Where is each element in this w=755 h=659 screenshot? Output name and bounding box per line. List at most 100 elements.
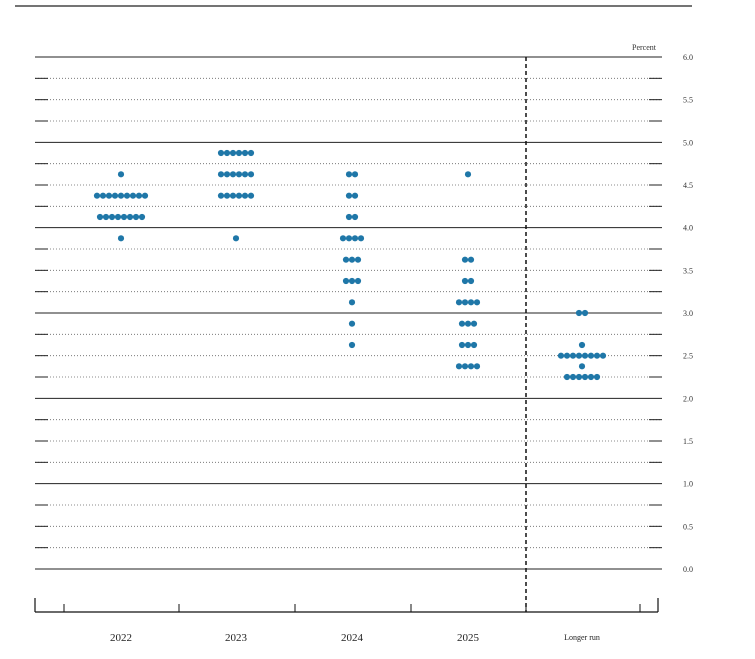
participant-dot — [132, 213, 140, 221]
dots-layer — [93, 149, 607, 381]
participant-dot — [354, 256, 362, 263]
x-axis — [34, 598, 659, 613]
participant-dot — [348, 341, 356, 349]
participant-dot — [217, 192, 225, 199]
participant-dot — [126, 213, 134, 221]
x-category-label: 2025 — [457, 632, 480, 644]
participant-dot — [581, 352, 589, 359]
participant-dot — [135, 192, 143, 199]
participant-dot — [117, 171, 125, 178]
y-tick-label: 0.0 — [683, 565, 693, 574]
participant-dot — [102, 213, 110, 221]
participant-dot — [458, 320, 466, 327]
participant-dot — [458, 341, 466, 349]
participant-dot — [461, 277, 469, 285]
participant-dot — [351, 192, 359, 199]
participant-dot — [111, 192, 119, 199]
gridlines — [35, 56, 662, 570]
participant-dot — [235, 192, 243, 199]
participant-dot — [345, 171, 353, 178]
participant-dot — [235, 149, 243, 157]
participant-dot — [464, 341, 472, 349]
participant-dot — [108, 213, 116, 221]
y-tick-label: 2.0 — [683, 394, 693, 403]
participant-dot — [461, 363, 469, 370]
participant-dot — [351, 171, 359, 178]
x-category-label: 2023 — [225, 632, 248, 644]
participant-dot — [575, 309, 583, 317]
y-tick-label: 5.0 — [683, 138, 693, 147]
participant-dot — [247, 149, 255, 157]
participant-dot — [563, 373, 571, 381]
participant-dot — [461, 299, 469, 306]
participant-dot — [575, 352, 583, 359]
participant-dot — [123, 192, 131, 199]
participant-dot — [241, 149, 249, 157]
participant-dot — [342, 277, 350, 285]
participant-dot — [581, 373, 589, 381]
participant-dot — [247, 171, 255, 178]
participant-dot — [223, 149, 231, 157]
y-tick-label: 4.5 — [683, 181, 693, 190]
participant-dot — [461, 256, 469, 263]
x-category-label: 2022 — [110, 632, 132, 644]
y-tick-label: 1.5 — [683, 437, 693, 446]
participant-dot — [229, 171, 237, 178]
participant-dot — [223, 192, 231, 199]
y-tick-label: 1.0 — [683, 480, 693, 489]
participant-dot — [578, 341, 586, 349]
participant-dot — [93, 192, 101, 199]
participant-dot — [473, 299, 481, 306]
participant-dot — [117, 192, 125, 199]
participant-dot — [354, 277, 362, 285]
participant-dot — [117, 235, 125, 242]
y-tick-label: 4.0 — [683, 224, 693, 233]
participant-dot — [563, 352, 571, 359]
participant-dot — [593, 373, 601, 381]
participant-dot — [455, 363, 463, 370]
participant-dot — [120, 213, 128, 221]
participant-dot — [229, 149, 237, 157]
participant-dot — [351, 213, 359, 221]
participant-dot — [467, 277, 475, 285]
participant-dot — [587, 373, 595, 381]
participant-dot — [235, 171, 243, 178]
participant-dot — [229, 192, 237, 199]
participant-dot — [351, 235, 359, 242]
participant-dot — [599, 352, 607, 359]
participant-dot — [114, 213, 122, 221]
participant-dot — [348, 277, 356, 285]
y-tick-label: 5.5 — [683, 96, 693, 105]
participant-dot — [455, 299, 463, 306]
participant-dot — [470, 341, 478, 349]
participant-dot — [464, 320, 472, 327]
x-category-label: 2024 — [341, 632, 364, 644]
x-axis-labels: 2022 2023 2024 2025 Longer run — [110, 632, 600, 644]
participant-dot — [345, 213, 353, 221]
participant-dot — [339, 235, 347, 242]
participant-dot — [129, 192, 137, 199]
y-tick-label: 3.0 — [683, 309, 693, 318]
participant-dot — [241, 171, 249, 178]
y-tick-label: 3.5 — [683, 266, 693, 275]
x-category-label: Longer run — [564, 633, 600, 642]
participant-dot — [587, 352, 595, 359]
participant-dot — [141, 192, 149, 199]
participant-dot — [357, 235, 365, 242]
participant-dot — [223, 171, 231, 178]
participant-dot — [232, 235, 240, 242]
participant-dot — [138, 213, 146, 221]
participant-dot — [569, 352, 577, 359]
participant-dot — [345, 192, 353, 199]
participant-dot — [464, 171, 472, 178]
participant-dot — [557, 352, 565, 359]
y-axis-labels: 0.0 0.5 1.0 1.5 2.0 2.5 3.0 3.5 4.0 4.5 5.0 5.5 6.0 — [683, 53, 693, 574]
y-unit-label: Percent — [632, 43, 657, 52]
participant-dot — [578, 363, 586, 370]
participant-dot — [575, 373, 583, 381]
participant-dot — [348, 320, 356, 327]
participant-dot — [593, 352, 601, 359]
y-tick-label: 6.0 — [683, 53, 693, 62]
participant-dot — [99, 192, 107, 199]
